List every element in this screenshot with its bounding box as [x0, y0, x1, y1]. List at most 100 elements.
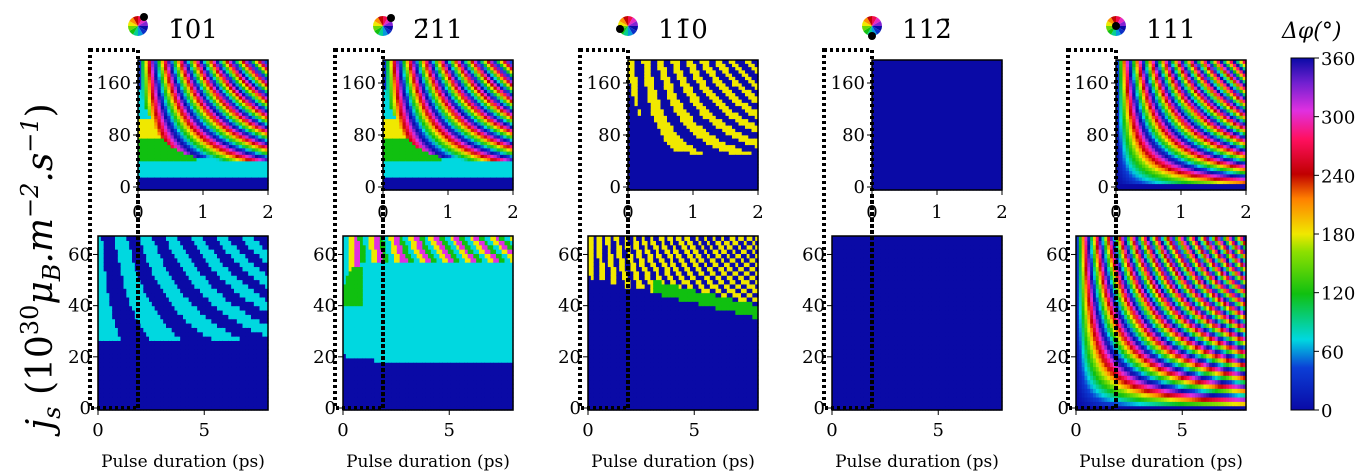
heatmap-cell — [188, 305, 193, 311]
heatmap-cell — [134, 357, 139, 363]
inset-cell — [147, 177, 152, 181]
heatmap-cell — [236, 344, 241, 350]
heatmap-cell — [200, 309, 204, 315]
inset-cell — [219, 138, 224, 142]
heatmap-cell — [225, 405, 229, 411]
heatmap-cell — [112, 314, 116, 320]
heatmap-cell — [123, 336, 127, 341]
heatmap-cell — [98, 240, 102, 246]
heatmap-cell — [115, 336, 119, 341]
heatmap-cell — [188, 405, 193, 411]
inset-cell — [151, 151, 155, 155]
inset-cell — [190, 73, 194, 77]
heatmap-cell — [98, 392, 102, 398]
inset-cell — [138, 147, 142, 152]
heatmap-cell — [256, 296, 261, 302]
heatmap-cell — [222, 266, 227, 272]
inset-x-tick-label: 2 — [262, 202, 273, 223]
heatmap-cell — [109, 262, 113, 268]
heatmap-cell — [265, 362, 269, 368]
inset-cell — [167, 183, 172, 188]
heatmap-cell — [211, 301, 215, 307]
heatmap-cell — [253, 375, 258, 381]
heatmap-cell — [253, 344, 258, 350]
heatmap-cell — [194, 314, 198, 320]
inset-cell — [206, 144, 211, 149]
inset-cell — [164, 157, 168, 162]
heatmap-cell — [120, 257, 125, 263]
heatmap-cell — [183, 305, 187, 311]
heatmap-cell — [202, 236, 207, 241]
heatmap-cell — [160, 405, 164, 411]
heatmap-cell — [180, 366, 184, 372]
heatmap-cell — [163, 357, 167, 363]
heatmap-cell — [245, 375, 249, 381]
heatmap-cell — [205, 253, 210, 259]
heatmap-cell — [157, 270, 161, 276]
heatmap-cell — [180, 392, 184, 398]
inset-cell — [196, 164, 201, 168]
heatmap-cell — [256, 340, 261, 346]
inset-cell — [141, 112, 146, 116]
heatmap-cell — [132, 366, 136, 372]
heatmap-cell — [100, 349, 105, 355]
inset-cell — [154, 99, 159, 103]
inset-cell — [190, 118, 194, 123]
heatmap-cell — [100, 262, 105, 268]
heatmap-cell — [168, 288, 173, 294]
inset-cell — [167, 141, 172, 146]
inset-cell — [167, 105, 172, 110]
heatmap-cell — [117, 405, 122, 411]
inset-cell — [196, 102, 201, 107]
heatmap-cell — [112, 236, 116, 241]
heatmap-cell — [197, 392, 201, 398]
heatmap-cell — [143, 314, 147, 320]
inset-cell — [157, 82, 162, 87]
heatmap-cell — [253, 240, 258, 246]
heatmap-cell — [168, 362, 173, 368]
heatmap-cell — [191, 331, 195, 337]
heatmap-cell — [205, 370, 210, 376]
inset-cell — [216, 144, 220, 149]
heatmap-cell — [160, 366, 164, 372]
heatmap-cell — [208, 388, 212, 394]
heatmap-cell — [205, 331, 210, 337]
heatmap-cell — [197, 292, 201, 298]
heatmap-cell — [259, 301, 263, 307]
heatmap-cell — [231, 379, 235, 385]
inset-cell — [183, 118, 188, 123]
inset-cell — [144, 154, 149, 159]
heatmap-cell — [185, 370, 190, 376]
inset-cell — [151, 63, 155, 68]
heatmap-cell — [168, 266, 173, 272]
inset-cell — [216, 186, 220, 191]
heatmap-cell — [217, 270, 221, 276]
inset-cell — [219, 170, 224, 175]
inset-cell — [164, 138, 168, 142]
inset-cell — [225, 105, 230, 110]
heatmap-cell — [234, 244, 238, 250]
heatmap-cell — [225, 318, 229, 324]
heatmap-cell — [157, 262, 161, 268]
heatmap-cell — [160, 266, 164, 272]
inset-cell — [222, 131, 227, 136]
heatmap-cell — [120, 270, 125, 276]
heatmap-cell — [157, 266, 161, 272]
inset-cell — [147, 147, 152, 152]
heatmap-cell — [205, 236, 210, 241]
heatmap-cell — [129, 379, 133, 385]
heatmap-cell — [214, 349, 218, 355]
heatmap-cell — [171, 331, 176, 337]
heatmap-cell — [154, 279, 159, 285]
inset-cell — [209, 164, 214, 168]
inset-cell — [180, 160, 185, 165]
heatmap-cell — [160, 279, 164, 285]
heatmap-cell — [222, 379, 227, 385]
inset-cell — [164, 147, 168, 152]
heatmap-cell — [174, 375, 178, 381]
heatmap-cell — [234, 236, 238, 241]
inset-y-tick-label: 0 — [120, 177, 131, 198]
inset-cell — [180, 177, 185, 181]
heatmap-cell — [140, 323, 144, 328]
heatmap-cell — [123, 349, 127, 355]
